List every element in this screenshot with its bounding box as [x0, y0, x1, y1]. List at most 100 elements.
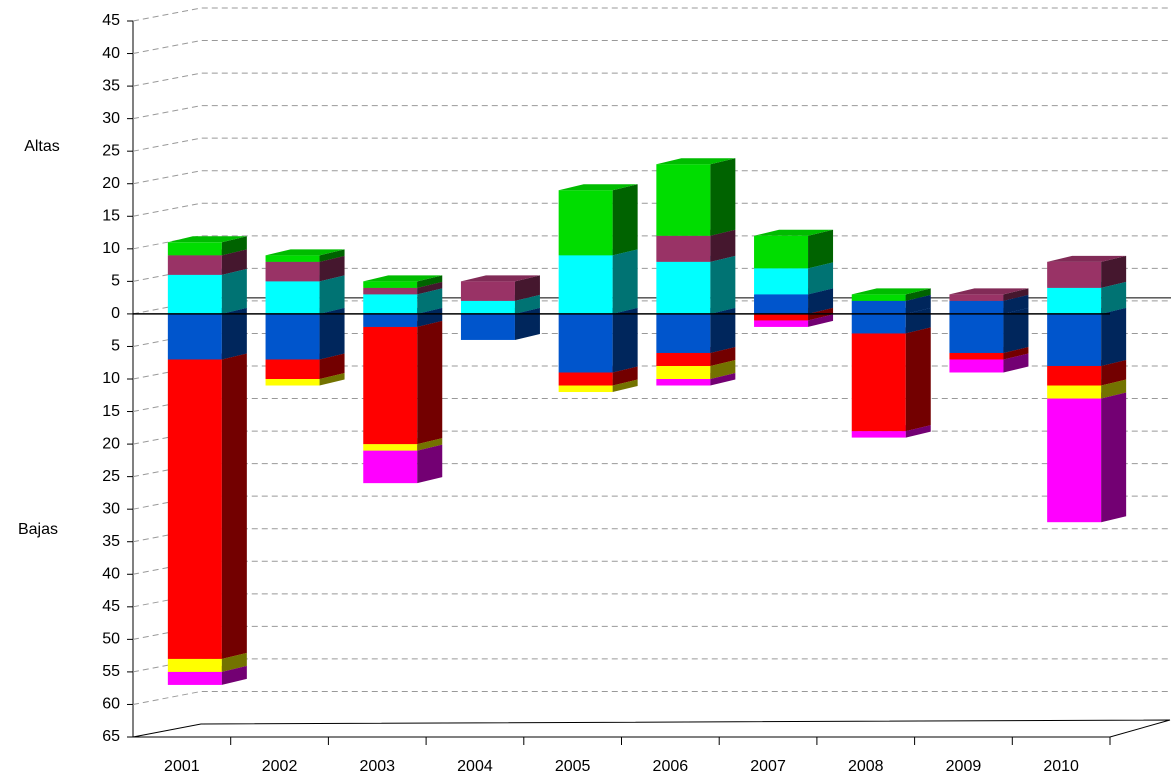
x-tick-label: 2010	[1043, 758, 1079, 775]
bar-side	[1003, 307, 1029, 353]
y-tick-label: 30	[102, 500, 120, 517]
y-tick-label: 55	[102, 663, 120, 680]
bar-side	[221, 652, 247, 672]
bar-side	[221, 665, 247, 685]
bar-side	[905, 294, 931, 314]
bar-side	[612, 307, 638, 373]
y-tick-label: 40	[102, 565, 120, 582]
grid-line	[132, 560, 1171, 575]
bar-front	[754, 235, 809, 269]
bar-side	[417, 281, 443, 295]
bar-side	[221, 268, 247, 314]
bar-side	[1003, 353, 1029, 373]
grid-line	[132, 72, 1171, 87]
y-tick-label: 25	[102, 468, 120, 485]
bar-side	[710, 229, 736, 262]
y-tick-label: 35	[102, 77, 120, 94]
grid-line	[132, 528, 1171, 543]
bar-front	[558, 385, 613, 393]
bar-top	[265, 249, 345, 256]
bar-front	[167, 671, 222, 685]
bar-segment	[851, 327, 931, 432]
bar-side	[1003, 288, 1029, 301]
x-tick-label: 2005	[555, 758, 591, 775]
bar-top	[460, 275, 540, 282]
x-tick-label: 2009	[946, 758, 982, 775]
y-tick-label: 35	[102, 533, 120, 550]
bar-front	[558, 313, 613, 373]
bar-side	[612, 184, 638, 256]
y-tick-label: 10	[102, 370, 120, 387]
grid-line	[132, 430, 1171, 445]
bar-segment	[460, 275, 540, 301]
y-tick-label: 10	[102, 240, 120, 257]
bar-front	[949, 352, 1004, 360]
bar-side	[514, 275, 540, 301]
grid-line	[132, 202, 1171, 217]
bar-front	[754, 313, 809, 321]
grid-line	[132, 137, 1171, 152]
bar-front	[949, 294, 1004, 301]
x-tick-label: 2002	[262, 758, 298, 775]
grid-line	[132, 332, 1171, 347]
bar-front	[265, 359, 320, 379]
bar-segment	[265, 249, 345, 262]
bar-front	[754, 320, 809, 327]
bar-segment	[167, 307, 247, 360]
grid-line	[132, 105, 1171, 120]
bar-front	[949, 313, 1004, 353]
bar-side	[221, 236, 247, 256]
bar-front	[1047, 365, 1102, 386]
bar-front	[851, 431, 906, 438]
grid-line	[132, 40, 1171, 55]
bar-front	[851, 333, 906, 432]
bar-front	[558, 372, 613, 386]
bar-front	[265, 313, 320, 360]
y-tick-label: 0	[111, 305, 120, 322]
y-tick-label: 30	[102, 110, 120, 127]
bar-front	[167, 255, 222, 275]
bar-top	[656, 158, 736, 165]
bar-top	[167, 236, 247, 243]
bar-side	[319, 249, 345, 262]
y-tick-label: 15	[102, 403, 120, 420]
bar-segment	[1047, 255, 1127, 288]
grid-line	[132, 365, 1171, 380]
bar-front	[363, 326, 418, 445]
bar-side	[319, 255, 345, 282]
bar-side	[710, 307, 736, 353]
bar-front	[265, 281, 320, 314]
bar-segment	[167, 236, 247, 256]
bar-front	[363, 281, 418, 288]
x-tick-label: 2008	[848, 758, 884, 775]
bar-front	[851, 294, 906, 301]
bar-top	[949, 288, 1029, 295]
bar-front	[949, 359, 1004, 373]
bar-front	[656, 379, 711, 386]
bar-side	[417, 320, 443, 445]
bar-side	[1101, 359, 1127, 386]
y-tick-label: 60	[102, 696, 120, 713]
bar-side	[710, 346, 736, 366]
bar-top	[754, 229, 834, 236]
bar-side	[1101, 281, 1127, 314]
grid-line	[132, 267, 1171, 282]
bar-front	[656, 313, 711, 353]
bar-front	[460, 313, 515, 340]
bar-side	[417, 288, 443, 314]
grid-line	[132, 300, 1171, 315]
bar-front	[460, 300, 515, 314]
bar-front	[265, 255, 320, 262]
bar-side	[1101, 379, 1127, 399]
bar-side	[1101, 392, 1127, 523]
bar-side	[1003, 346, 1029, 360]
grid-line	[132, 398, 1171, 413]
bar-front	[363, 444, 418, 451]
bar-segment	[851, 288, 931, 301]
bar-front	[851, 313, 906, 334]
y-tick-label: 45	[102, 598, 120, 615]
bar-side	[808, 314, 834, 327]
grid-line	[132, 170, 1171, 185]
grid-line	[132, 463, 1171, 478]
